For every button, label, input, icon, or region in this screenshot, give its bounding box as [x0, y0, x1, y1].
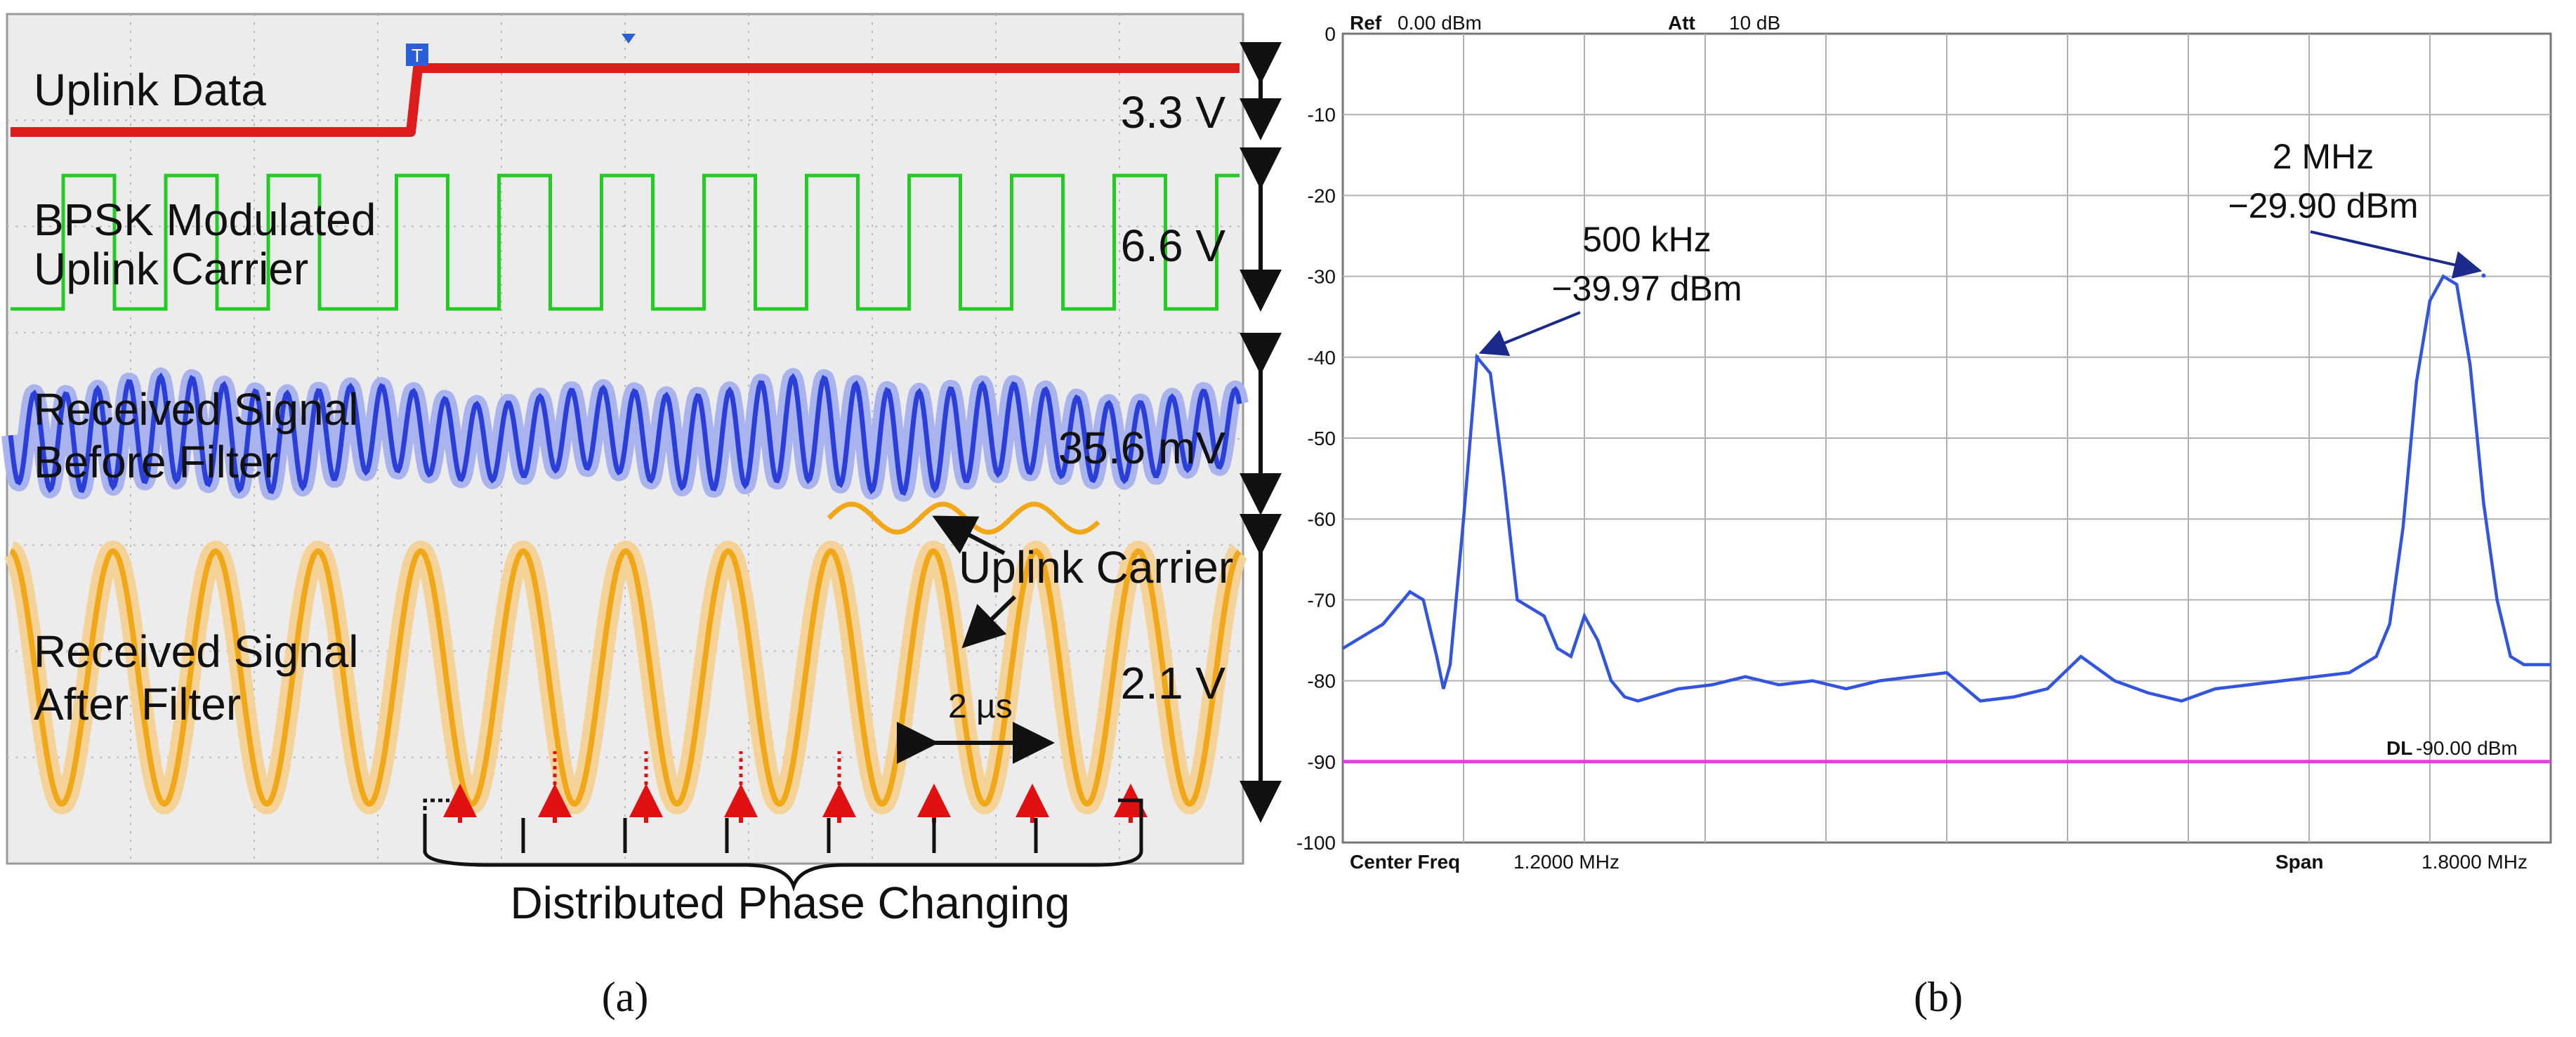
trace-before-filter — [8, 372, 1242, 496]
time-marker-icon — [622, 34, 636, 44]
spectrum-y-tick-label: 0 — [1325, 23, 1336, 45]
spectrum-y-tick-label: -60 — [1308, 508, 1336, 530]
spectrum-y-tick-label: -90 — [1308, 751, 1336, 773]
period-label: 2 µs — [948, 688, 1013, 725]
spectrum-y-tick-label: -50 — [1308, 428, 1336, 449]
center-freq-value: 1.2000 MHz — [1513, 851, 1619, 873]
phase-changing-label: Distributed Phase Changing — [511, 878, 1070, 928]
caption-a: (a) — [602, 974, 649, 1020]
trace-label-after-filter-line2: After Filter — [34, 679, 241, 729]
scope-traces — [1, 63, 1249, 814]
center-freq-label: Center Freq — [1350, 851, 1460, 873]
trace-label-bpsk-line2: Uplink Carrier — [34, 244, 308, 294]
spectrum-trace — [1341, 274, 2551, 703]
trace-label-after-filter-line1: Received Signal — [34, 626, 359, 677]
phase-slot-bracket-right — [1118, 798, 1143, 818]
spectrum-y-tick-label: -20 — [1308, 185, 1336, 206]
phase-brace — [423, 850, 1143, 892]
panel-b: 0 -10 -20 -30 -40 -50 -60 -70 -80 -90 -100 Ref 0.0… — [1296, 12, 2552, 873]
amplitude-bpsk: 6.6 V — [1121, 220, 1226, 271]
att-value: 10 dB — [1729, 12, 1780, 34]
amplitude-after-filter: 2.1 V — [1121, 658, 1226, 708]
display-line-value: -90.00 dBm — [2416, 737, 2518, 759]
spectrum-y-tick-label: -80 — [1308, 671, 1336, 692]
svg-text:T: T — [412, 45, 423, 66]
peak-2-power-label: −29.90 dBm — [2228, 186, 2418, 225]
amplitude-uplink-data: 3.3 V — [1121, 87, 1226, 138]
trace-label-bpsk-line1: BPSK Modulated — [34, 194, 376, 245]
spectrum-y-tick-label: -10 — [1308, 104, 1336, 126]
spectrum-y-tick-label: -40 — [1308, 347, 1336, 369]
trace-label-uplink-data: Uplink Data — [34, 65, 266, 115]
phase-change-markers — [423, 751, 1148, 853]
peak-1-freq-label: 500 kHz — [1582, 220, 1711, 259]
peak-2-arrow — [2310, 230, 2483, 279]
trace-label-before-filter-line2: Before Filter — [34, 437, 279, 487]
amplitude-before-filter: 35.6 mV — [1058, 423, 1226, 473]
uplink-carrier-arrows — [932, 515, 1017, 649]
ref-value: 0.00 dBm — [1398, 12, 1482, 34]
spectrum-peak-point — [2481, 273, 2486, 278]
spectrum-y-tick-label: -30 — [1308, 266, 1336, 288]
spectrum-y-tick-label: -70 — [1308, 589, 1336, 611]
trigger-marker: T — [406, 44, 428, 66]
caption-b: (b) — [1914, 974, 1963, 1020]
phase-slot-bracket-left — [423, 798, 449, 818]
display-line-label: DL — [2386, 737, 2412, 759]
trace-bpsk-carrier — [11, 173, 1240, 311]
span-value: 1.8000 MHz — [2421, 851, 2528, 873]
trace-uplink-data — [11, 63, 1240, 137]
ref-label: Ref — [1350, 12, 1382, 34]
span-label: Span — [2275, 851, 2323, 873]
spectrum-peak-markers — [1475, 273, 2486, 359]
att-label: Att — [1668, 12, 1695, 34]
panel-a: T Uplink Data BPSK Modulated Uplink Carr… — [1, 13, 1282, 928]
spectrum-y-ticks: 0 -10 -20 -30 -40 -50 -60 -70 -80 -90 -100 — [1296, 23, 1336, 854]
peak-1-arrow — [1478, 311, 1581, 356]
trace-label-before-filter-line1: Received Signal — [34, 384, 359, 435]
peak-1-power-label: −39.97 dBm — [1551, 269, 1742, 308]
peak-2-freq-label: 2 MHz — [2273, 137, 2374, 176]
uplink-carrier-label: Uplink Carrier — [959, 542, 1233, 593]
spectrum-peak-point — [1475, 355, 1480, 359]
trace-after-filter — [9, 548, 1242, 807]
spectrum-y-tick-label: -100 — [1296, 832, 1336, 854]
